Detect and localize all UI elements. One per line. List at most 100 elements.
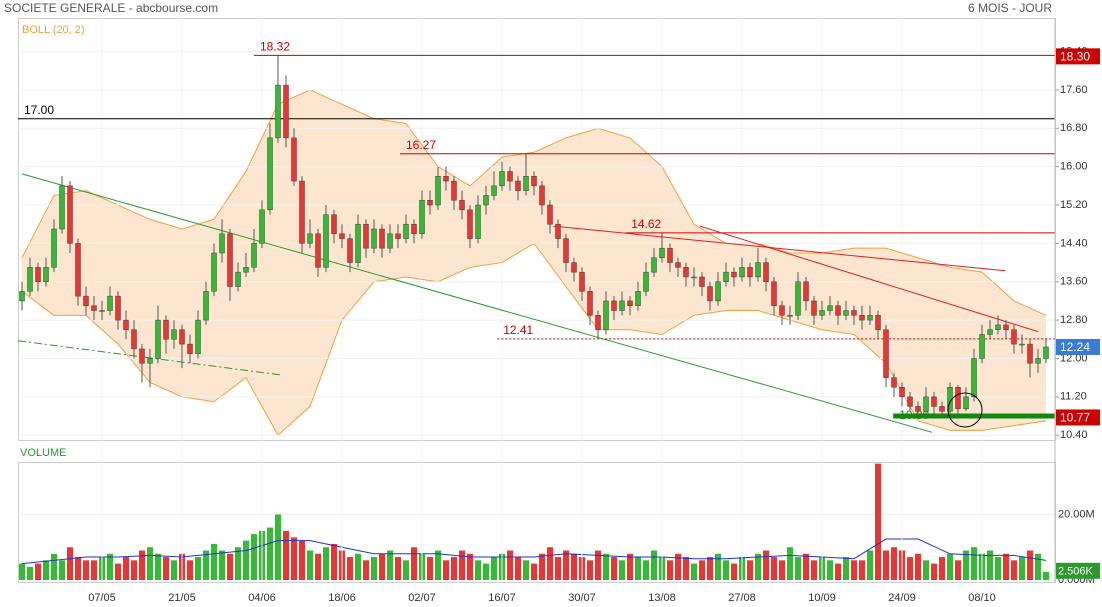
candle-body: [211, 252, 217, 292]
x-tick-label: 07/05: [88, 592, 116, 604]
candle-body: [155, 319, 161, 359]
volume-bar: [539, 553, 545, 580]
volume-bar: [115, 563, 121, 580]
candle-body: [35, 267, 41, 283]
volume-bar: [803, 553, 809, 580]
candle-body: [275, 84, 281, 139]
candle-body: [531, 176, 537, 187]
volume-bar: [875, 463, 881, 580]
candle-body: [699, 276, 705, 287]
volume-bar: [931, 563, 937, 580]
candle-body: [803, 281, 809, 302]
candle-body: [147, 358, 153, 364]
volume-bar: [923, 560, 929, 580]
x-tick-label: 10/09: [808, 592, 836, 604]
level-label: 10.80: [899, 408, 929, 422]
volume-bar: [723, 560, 729, 580]
band-upper: [21, 89, 1047, 316]
x-tick-label: 04/06: [248, 592, 276, 604]
x-tick-label: 30/07: [568, 592, 596, 604]
volume-bar: [755, 553, 761, 580]
candle-body: [395, 233, 401, 239]
volume-bar: [523, 560, 529, 580]
volume-bar: [859, 560, 865, 580]
volume-bar: [459, 550, 465, 580]
candle-body: [835, 305, 841, 316]
candle-body: [627, 300, 633, 306]
x-tick-label: 24/09: [888, 592, 916, 604]
candle-body: [771, 281, 777, 306]
candle-body: [979, 334, 985, 359]
candle-body: [171, 329, 177, 340]
candle-body: [1003, 324, 1009, 330]
candle-body: [851, 310, 857, 316]
volume-bar: [315, 553, 321, 580]
volume-bar: [51, 553, 57, 580]
candle-body: [1019, 343, 1025, 346]
y-tick-label: 10.40: [1060, 429, 1088, 441]
price-tag-label: 10.77: [1060, 411, 1090, 425]
candle-body: [915, 406, 921, 412]
candle-body: [755, 262, 761, 278]
candle-body: [675, 262, 681, 268]
candle-body: [203, 291, 209, 321]
candle-body: [83, 295, 89, 306]
candle-body: [683, 267, 689, 278]
volume-bar: [995, 557, 1001, 580]
volume-bar: [651, 550, 657, 580]
volume-bar: [955, 560, 961, 580]
candle-body: [875, 315, 881, 330]
price-tag: [1056, 48, 1100, 65]
candle-body: [403, 223, 409, 239]
candle-body: [563, 238, 569, 263]
volume-bar: [43, 560, 49, 580]
volume-bar: [699, 560, 705, 580]
candle-body: [299, 180, 305, 244]
candle-body: [123, 319, 129, 330]
volume-bar: [843, 557, 849, 580]
volume-bar: [387, 550, 393, 580]
volume-bar: [771, 557, 777, 580]
volume-bar: [83, 560, 89, 580]
volume-title: VOLUME: [20, 447, 66, 459]
volume-bar: [435, 550, 441, 580]
volume-bar: [707, 557, 713, 580]
chart-subtitle: 6 MOIS - JOUR: [968, 1, 1052, 15]
candle-body: [731, 271, 737, 278]
volume-bar: [683, 557, 689, 580]
volume-bar: [355, 553, 361, 580]
volume-bar: [715, 553, 721, 580]
y-tick-label: 13.60: [1060, 276, 1088, 288]
y-tick-label: 11.20: [1060, 391, 1087, 403]
level-label: 12.41: [503, 323, 533, 337]
candle-body: [707, 286, 713, 302]
candle-body: [571, 262, 577, 273]
volume-bar: [1011, 560, 1017, 580]
candle-body: [443, 176, 449, 182]
candle-body: [555, 223, 561, 239]
candle-body: [339, 233, 345, 239]
candle-body: [491, 185, 497, 196]
volume-tag: [1056, 562, 1100, 579]
volume-bar: [475, 560, 481, 580]
volume-bar: [1043, 571, 1049, 580]
candle-body: [947, 387, 953, 412]
candle-body: [515, 180, 521, 191]
y-tick-label: 14.40: [1060, 237, 1088, 249]
candle-body: [235, 271, 241, 287]
x-tick-label: 13/08: [648, 592, 676, 604]
price-tag-label: 12.24: [1060, 340, 1090, 354]
candle-body: [939, 406, 945, 412]
annotation-circle: [947, 392, 983, 428]
volume-bar: [507, 550, 513, 580]
volume-bar: [195, 557, 201, 580]
trend-line: [17, 340, 281, 376]
volume-bar: [59, 560, 65, 580]
chart-title: SOCIETE GENERALE - abcbourse.com: [4, 1, 218, 15]
volume-bar: [835, 563, 841, 580]
band-area: [22, 89, 1046, 436]
candle-body: [131, 329, 137, 350]
volume-bar: [187, 560, 193, 580]
candle-body: [1043, 346, 1049, 359]
volume-bar: [27, 566, 33, 580]
